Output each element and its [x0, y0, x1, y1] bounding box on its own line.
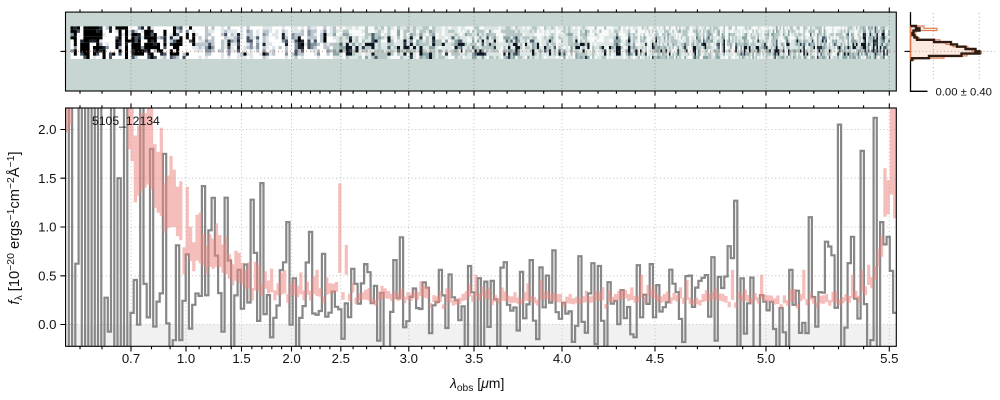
- svg-text:2.0: 2.0: [38, 122, 56, 137]
- svg-text:5.5: 5.5: [880, 351, 898, 366]
- svg-text:0.0: 0.0: [38, 317, 56, 332]
- svg-text:fλ [10−20 ergs−1cm−2Å−1]: fλ [10−20 ergs−1cm−2Å−1]: [6, 151, 25, 304]
- svg-text:5.0: 5.0: [757, 351, 775, 366]
- svg-text:1.5: 1.5: [232, 351, 250, 366]
- svg-text:0.7: 0.7: [122, 351, 140, 366]
- svg-text:5105_12134: 5105_12134: [92, 114, 160, 128]
- svg-text:0.00 ± 0.40: 0.00 ± 0.40: [936, 86, 992, 98]
- svg-text:2.5: 2.5: [332, 351, 350, 366]
- svg-text:1.5: 1.5: [38, 171, 56, 186]
- svg-text:2.0: 2.0: [282, 351, 300, 366]
- svg-text:1.0: 1.0: [38, 220, 56, 235]
- svg-text:0.5: 0.5: [38, 268, 56, 283]
- svg-text:1.0: 1.0: [177, 351, 195, 366]
- svg-text:λobs [μm]: λobs [μm]: [449, 375, 504, 394]
- svg-text:4.5: 4.5: [646, 351, 664, 366]
- svg-text:3.0: 3.0: [400, 351, 418, 366]
- svg-text:4.0: 4.0: [553, 351, 571, 366]
- svg-text:3.5: 3.5: [465, 351, 483, 366]
